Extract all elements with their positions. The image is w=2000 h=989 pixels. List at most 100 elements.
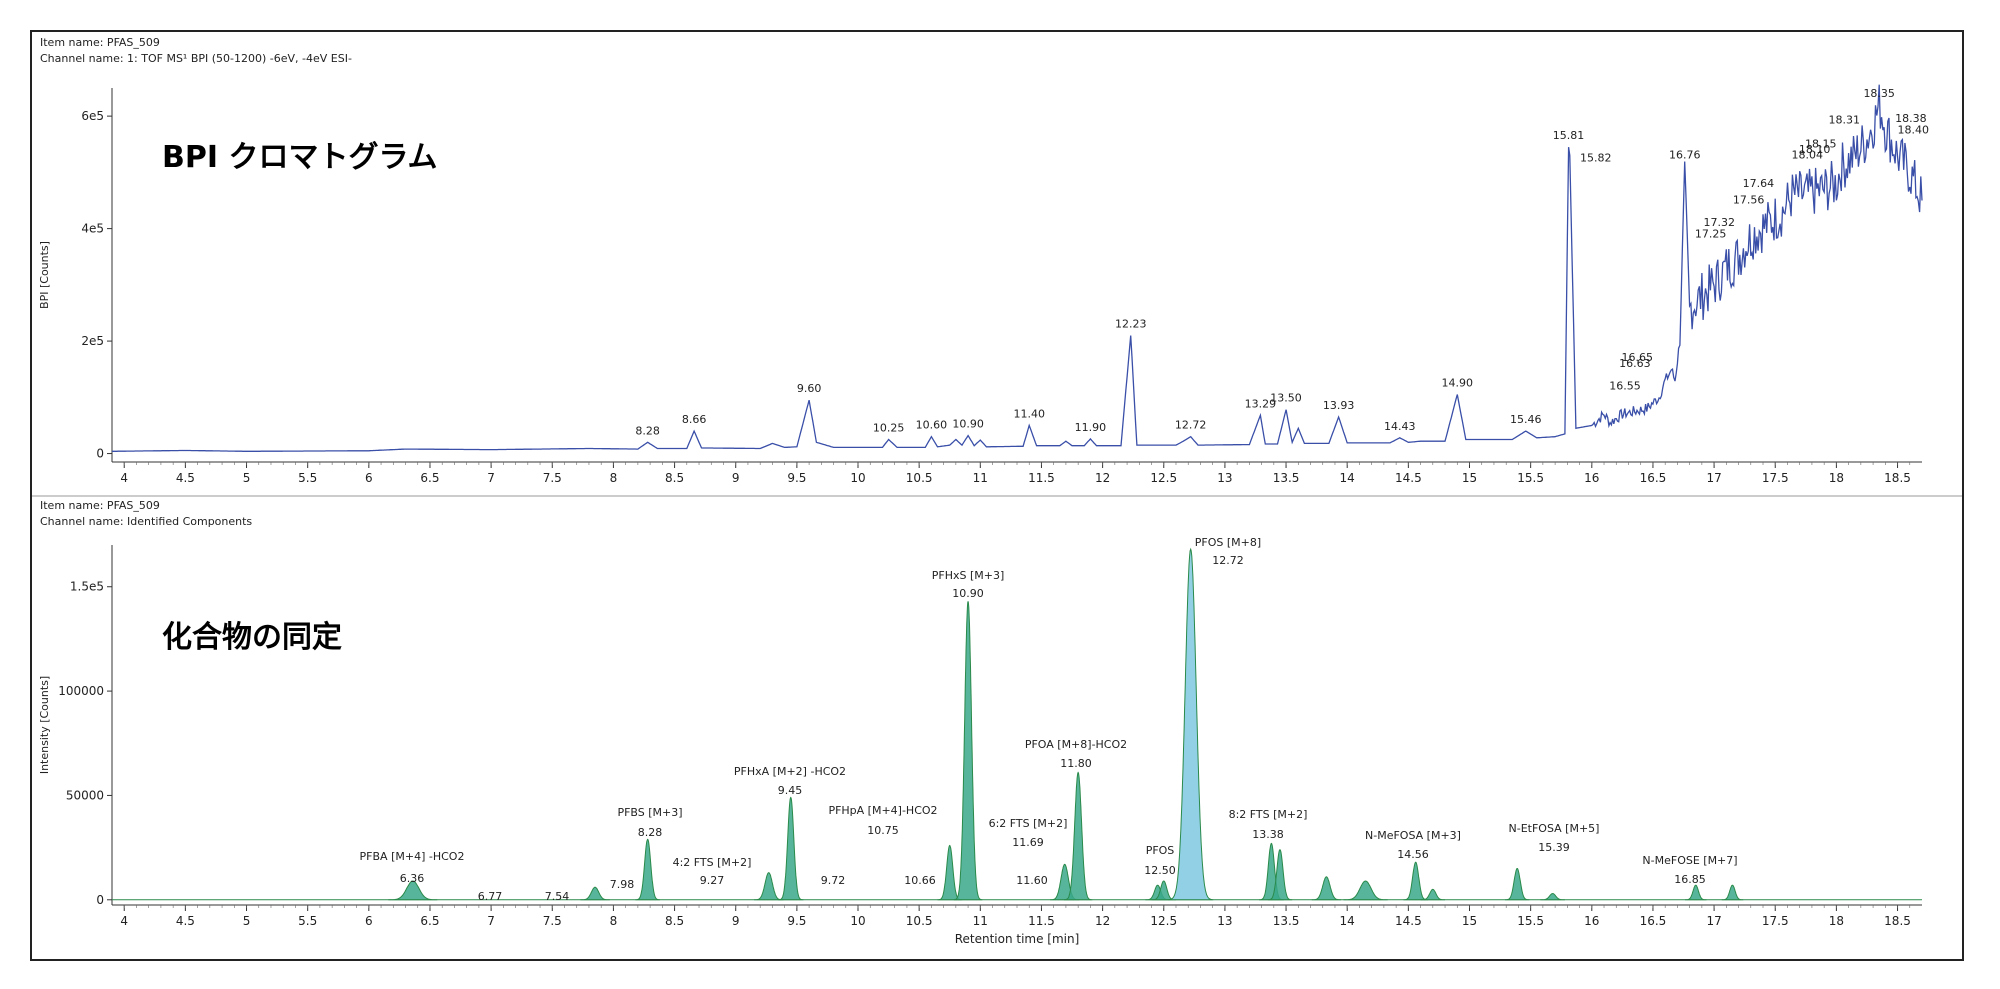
bpi-x-tick-label: 16 bbox=[1584, 471, 1599, 485]
component-peak bbox=[1685, 884, 1707, 901]
component-name-label: PFOS bbox=[1146, 844, 1175, 857]
component-rt-label: 16.85 bbox=[1674, 873, 1706, 886]
ident-x-tick-label: 6 bbox=[365, 914, 373, 928]
ident-x-tick-label: 5.5 bbox=[298, 914, 317, 928]
bpi-x-tick-label: 11.5 bbox=[1028, 471, 1055, 485]
ident-x-tick-label: 12 bbox=[1095, 914, 1110, 928]
component-peak bbox=[1420, 888, 1445, 901]
pfos-m8-peak bbox=[1168, 547, 1214, 901]
bpi-x-tick-label: 16.5 bbox=[1640, 471, 1667, 485]
bpi-trace-line bbox=[112, 84, 1923, 452]
bpi-peak-label: 17.25 bbox=[1695, 227, 1727, 240]
bottom-item-name: Item name: PFAS_509 bbox=[40, 499, 160, 512]
component-rt-label: 9.72 bbox=[821, 874, 846, 887]
ident-x-tick-label: 4 bbox=[120, 914, 128, 928]
bpi-peak-label: 16.76 bbox=[1669, 149, 1701, 162]
bpi-x-tick-label: 15.5 bbox=[1517, 471, 1544, 485]
bpi-x-tick-label: 5.5 bbox=[298, 471, 317, 485]
bpi-x-tick-label: 18 bbox=[1829, 471, 1844, 485]
ident-x-tick-label: 14 bbox=[1340, 914, 1355, 928]
component-peak bbox=[1540, 892, 1565, 901]
bpi-x-tick-label: 9.5 bbox=[787, 471, 806, 485]
bpi-x-tick-label: 4.5 bbox=[176, 471, 195, 485]
bpi-peak-label: 17.32 bbox=[1703, 216, 1735, 229]
bpi-peak-label: 18.35 bbox=[1863, 87, 1895, 100]
component-rt-label: 13.38 bbox=[1252, 828, 1284, 841]
component-rt-label: 7.54 bbox=[545, 890, 570, 903]
ident-x-tick-label: 8.5 bbox=[665, 914, 684, 928]
ident-x-tick-label: 7.5 bbox=[543, 914, 562, 928]
ident-y-axis-title: Intensity [Counts] bbox=[38, 676, 51, 774]
bpi-peak-label: 16.55 bbox=[1609, 379, 1641, 392]
component-name-label: PFBA [M+4] -HCO2 bbox=[360, 850, 465, 863]
bpi-peak-label: 18.38 bbox=[1895, 112, 1927, 125]
ident-x-tick-label: 16 bbox=[1584, 914, 1599, 928]
bpi-x-tick-label: 13.5 bbox=[1273, 471, 1300, 485]
bpi-peak-label: 14.90 bbox=[1442, 377, 1474, 390]
ident-x-tick-label: 8 bbox=[610, 914, 618, 928]
bpi-peak-label: 12.23 bbox=[1115, 317, 1147, 330]
component-peak bbox=[754, 872, 784, 901]
bpi-x-tick-label: 17.5 bbox=[1762, 471, 1789, 485]
bpi-x-tick-label: 8 bbox=[610, 471, 618, 485]
ident-x-tick-label: 17.5 bbox=[1762, 914, 1789, 928]
ident-x-tick-label: 17 bbox=[1706, 914, 1721, 928]
bpi-peak-label: 18.15 bbox=[1805, 137, 1837, 150]
component-peak bbox=[953, 601, 983, 901]
ident-x-tick-label: 14.5 bbox=[1395, 914, 1422, 928]
bpi-peak-label: 15.82 bbox=[1580, 151, 1612, 164]
bpi-x-tick-label: 10 bbox=[850, 471, 865, 485]
component-peak bbox=[1311, 876, 1342, 901]
component-peak bbox=[580, 886, 610, 901]
bpi-peak-label: 13.50 bbox=[1270, 392, 1302, 405]
ident-y-tick-label: 50000 bbox=[66, 788, 104, 802]
bpi-peak-label: 15.81 bbox=[1553, 129, 1585, 142]
bpi-peak-label: 17.56 bbox=[1733, 194, 1765, 207]
component-peak bbox=[1505, 867, 1530, 901]
bpi-x-tick-label: 10.5 bbox=[906, 471, 933, 485]
component-rt-label: 12.72 bbox=[1212, 554, 1244, 567]
bpi-peak-label: 10.60 bbox=[916, 419, 948, 432]
figure-frame bbox=[30, 30, 1964, 961]
component-rt-label: 12.50 bbox=[1144, 864, 1176, 877]
component-rt-label: 10.90 bbox=[952, 587, 984, 600]
component-name-label: 4:2 FTS [M+2] bbox=[673, 856, 752, 869]
bpi-x-tick-label: 6.5 bbox=[420, 471, 439, 485]
ident-x-tick-label: 6.5 bbox=[420, 914, 439, 928]
bpi-x-tick-label: 7.5 bbox=[543, 471, 562, 485]
component-rt-label: 14.56 bbox=[1397, 848, 1429, 861]
bpi-peak-label: 14.43 bbox=[1384, 420, 1416, 433]
bpi-y-tick-label: 2e5 bbox=[81, 334, 104, 348]
component-rt-label: 11.80 bbox=[1060, 757, 1092, 770]
bpi-x-tick-label: 18.5 bbox=[1884, 471, 1911, 485]
component-rt-label: 9.27 bbox=[700, 874, 725, 887]
ident-x-tick-label: 12.5 bbox=[1150, 914, 1177, 928]
component-rt-label: 11.69 bbox=[1012, 836, 1044, 849]
ident-x-tick-label: 10 bbox=[850, 914, 865, 928]
component-peak bbox=[635, 838, 660, 901]
component-rt-label: 9.45 bbox=[778, 784, 803, 797]
component-name-label: N-MeFOSA [M+3] bbox=[1365, 829, 1461, 842]
ident-x-tick-label: 13.5 bbox=[1273, 914, 1300, 928]
bpi-x-tick-label: 14 bbox=[1340, 471, 1355, 485]
component-rt-label: 11.60 bbox=[1016, 874, 1048, 887]
component-rt-label: 6.36 bbox=[400, 872, 425, 885]
bpi-x-tick-label: 4 bbox=[120, 471, 128, 485]
bpi-x-tick-label: 5 bbox=[243, 471, 251, 485]
ident-x-tick-label: 18 bbox=[1829, 914, 1844, 928]
top-channel-name: Channel name: 1: TOF MS¹ BPI (50-1200) -… bbox=[40, 52, 352, 65]
ident-x-tick-label: 11.5 bbox=[1028, 914, 1055, 928]
component-name-label: 8:2 FTS [M+2] bbox=[1229, 808, 1308, 821]
component-name-label: PFOS [M+8] bbox=[1195, 536, 1261, 549]
component-name-label: PFBS [M+3] bbox=[617, 806, 682, 819]
component-name-label: N-EtFOSA [M+5] bbox=[1509, 822, 1600, 835]
ident-x-tick-label: 4.5 bbox=[176, 914, 195, 928]
bpi-peak-label: 16.63 bbox=[1619, 357, 1651, 370]
component-name-label: PFHpA [M+4]-HCO2 bbox=[828, 804, 937, 817]
bpi-x-tick-label: 8.5 bbox=[665, 471, 684, 485]
component-rt-label: 8.28 bbox=[638, 826, 663, 839]
component-peak bbox=[1267, 849, 1293, 901]
bpi-x-tick-label: 11 bbox=[973, 471, 988, 485]
bpi-x-tick-label: 13 bbox=[1217, 471, 1232, 485]
